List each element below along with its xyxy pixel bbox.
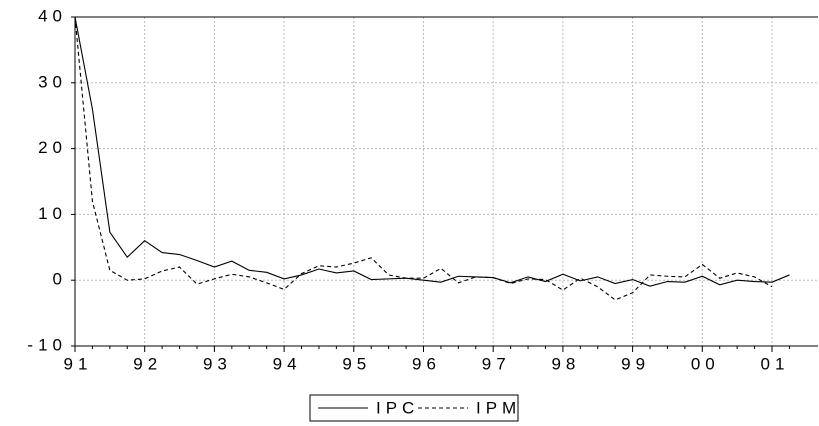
axis-frame [74,16,818,347]
y-tick-label: 20 [38,138,67,157]
x-tick-label: 96 [412,354,441,373]
legend-label: IPC [376,398,419,417]
y-tick-label: -10 [27,335,67,354]
x-tick-label: 92 [133,354,162,373]
x-tick-label: 99 [621,354,650,373]
x-tick-label: 98 [551,354,580,373]
y-tick-label: 0 [53,270,67,289]
y-tick-label: 30 [38,72,67,91]
legend-box [309,394,519,422]
x-tick-label: 93 [203,354,232,373]
x-tick-label: 94 [273,354,302,373]
x-tick-label: 97 [482,354,511,373]
legend-label: IPM [476,398,521,417]
x-tick-label: 91 [64,354,93,373]
x-tick-label: 00 [691,354,720,373]
y-tick-label: 10 [38,204,67,223]
y-tick-label: 40 [38,6,67,25]
x-tick-label: 95 [342,354,371,373]
series-line [74,16,790,287]
legend: IPC IPM [309,394,521,422]
x-tick-label: 01 [761,354,790,373]
